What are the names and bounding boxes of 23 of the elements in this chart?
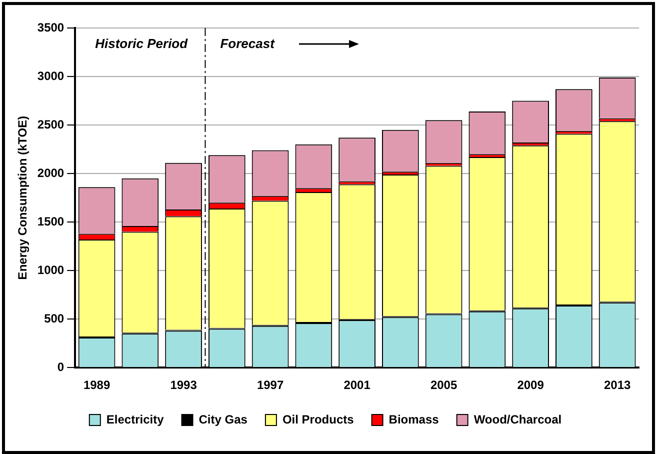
y-tick-label: 1500 (37, 214, 64, 228)
x-tick-label: 1989 (83, 378, 110, 392)
x-tick-label: 2013 (604, 378, 631, 392)
x-tick-label: 2005 (430, 378, 458, 392)
y-tick-label: 2500 (37, 117, 64, 132)
y-tick-label: 3000 (37, 68, 64, 83)
x-tick-label: 2009 (517, 378, 544, 392)
y-tick-label: 500 (44, 311, 64, 326)
legend-label: Oil Products (282, 412, 354, 426)
x-tick-label: 2001 (344, 378, 371, 392)
annotation: Historic Period (95, 36, 189, 52)
legend-label: City Gas (198, 412, 248, 426)
y-tick-label: 3500 (37, 20, 64, 34)
y-tick-label: 1000 (37, 262, 64, 277)
legend-label: Biomass (388, 412, 440, 426)
legend-label: Wood/Charcoal (474, 412, 562, 426)
y-tick-label: 2000 (37, 166, 64, 180)
y-tick-label: 0 (57, 360, 64, 374)
legend-label: Electricity (106, 412, 164, 426)
annotation: Forecast (220, 36, 276, 52)
y-axis-title: Energy Consumption (kTOE) (16, 116, 30, 280)
x-tick-label: 1997 (256, 378, 284, 392)
x-tick-label: 1993 (170, 378, 198, 392)
